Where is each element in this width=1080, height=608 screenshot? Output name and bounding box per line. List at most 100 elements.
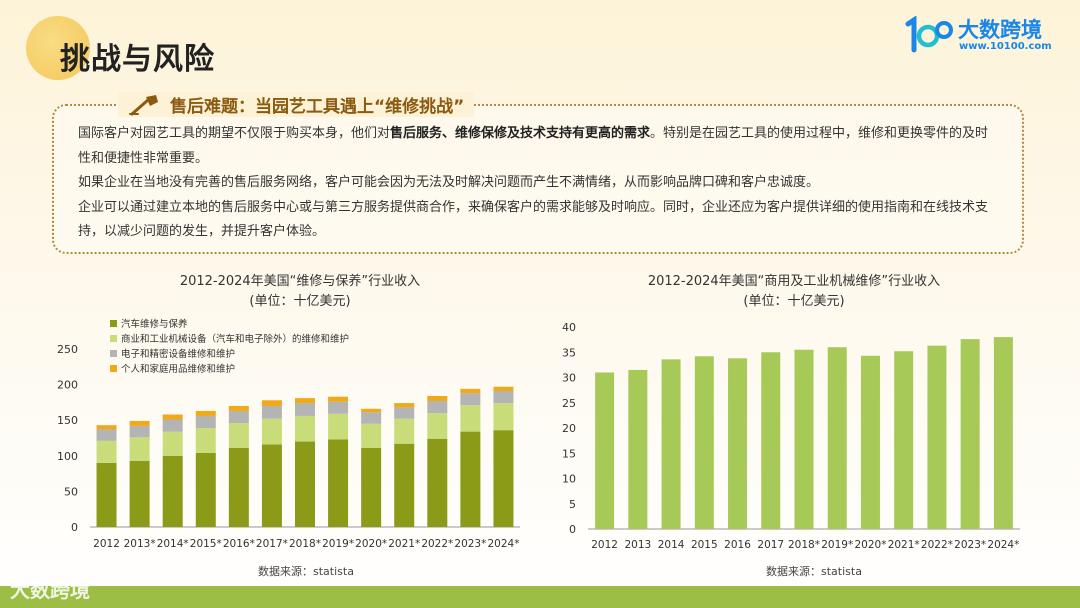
paragraph-1: 国际客户对园艺工具的期望不仅限于购买本身，他们对售后服务、维修保修及技术支持有更… — [78, 122, 998, 171]
x-tick-label: 2022* — [921, 539, 953, 551]
brand-logo[interactable]: 大数跨境 www.10100.com — [902, 14, 1052, 58]
x-tick-label: 2023* — [954, 539, 986, 551]
paragraph-2: 如果企业在当地没有完善的售后服务网络，客户可能会因为无法及时解决问题而产生不满情… — [78, 175, 820, 190]
bar-segment-series-0 — [493, 430, 514, 527]
x-tick-label: 2024* — [487, 538, 519, 550]
bar-segment-series-1 — [96, 440, 117, 463]
x-tick-label: 2013 — [624, 539, 651, 551]
bar-segment-series-2 — [129, 425, 150, 438]
bar-segment-series-1 — [328, 413, 349, 440]
bar-segment-series-1 — [460, 405, 481, 432]
x-tick-label: 2015* — [190, 538, 222, 550]
bar-segment-series-3 — [427, 395, 448, 401]
logo-url: www.10100.com — [959, 41, 1052, 52]
paragraph-3: 企业可以通过建立本地的售后服务中心或与第三方服务提供商合作，来确保客户的需求能够… — [78, 199, 989, 240]
bar-segment-series-1 — [162, 431, 183, 456]
bar-segment-series-1 — [195, 428, 216, 453]
bar-segment-series-0 — [295, 441, 315, 527]
bar-segment-series-2 — [228, 410, 249, 424]
p1-text-a: 国际客户对园艺工具的期望不仅限于购买本身，他们对 — [78, 126, 391, 141]
right-chart-title: 2012-2024年美国“商用及工业机械维修”行业收入 — [647, 274, 941, 289]
x-tick-label: 2020* — [854, 539, 886, 551]
p1-bold: 售后服务、维修保修及技术支持有更高的需求 — [390, 126, 651, 141]
bar-segment-series-0 — [195, 452, 216, 527]
bar-segment-series-2 — [295, 403, 315, 416]
bar-segment-series-3 — [261, 400, 282, 406]
bar-segment-series-3 — [162, 414, 183, 420]
bar-segment-series-0 — [129, 460, 150, 527]
y-tick-label: 20 — [562, 422, 576, 435]
10100-logo-icon — [905, 16, 953, 53]
bar-segment-series-0 — [394, 443, 415, 527]
bar — [761, 352, 781, 529]
bar-segment-series-2 — [427, 400, 448, 414]
bar-segment-series-3 — [493, 386, 514, 392]
left-chart-source: 数据来源：statista — [258, 565, 354, 578]
bar-segment-series-1 — [361, 423, 382, 448]
legend-swatch — [110, 365, 117, 372]
bar-segment-series-3 — [195, 410, 216, 416]
logo-brand-name: 大数跨境 — [958, 18, 1042, 42]
x-tick-label: 2017 — [757, 539, 784, 551]
bar-segment-series-1 — [261, 418, 282, 445]
bar-segment-series-1 — [427, 413, 448, 439]
bar-segment-series-0 — [162, 455, 183, 527]
bar — [827, 347, 847, 529]
x-tick-label: 2014* — [157, 538, 189, 550]
right-chart-title-block: 2012-2024年美国“商用及工业机械维修”行业收入 (单位：十亿美元) — [594, 272, 994, 312]
bar-segment-series-2 — [394, 407, 415, 419]
y-tick-label: 25 — [562, 397, 576, 410]
y-tick-label: 15 — [562, 447, 576, 460]
y-tick-label: 50 — [64, 485, 78, 498]
x-tick-label: 2019* — [821, 539, 853, 551]
x-tick-label: 2017* — [256, 538, 288, 550]
bar — [927, 345, 947, 529]
left-chart-title-block: 2012-2024年美国“维修与保养”行业收入 (单位：十亿美元) — [110, 272, 490, 312]
page-title: 挑战与风险 — [60, 42, 215, 77]
x-tick-label: 2018* — [289, 538, 321, 550]
bar-segment-series-0 — [361, 447, 382, 527]
bar-segment-series-0 — [96, 462, 117, 527]
x-tick-label: 2013* — [124, 538, 156, 550]
bar — [694, 356, 714, 529]
bar — [661, 359, 681, 529]
bar — [628, 369, 648, 529]
x-tick-label: 2012 — [591, 539, 618, 551]
bar-segment-series-3 — [129, 420, 150, 426]
shovel-icon — [129, 94, 158, 115]
section-heading: 售后难题：当园艺工具遇上“维修挑战” — [118, 92, 475, 117]
footer-band — [0, 586, 1080, 608]
bar-segment-series-3 — [295, 398, 315, 404]
right-chart-source: 数据来源：statista — [766, 565, 862, 578]
x-tick-label: 2018* — [788, 539, 820, 551]
bar-segment-series-2 — [460, 393, 481, 406]
y-tick-label: 10 — [562, 473, 576, 486]
bar-segment-series-2 — [96, 429, 117, 441]
bar — [960, 339, 980, 529]
watermark-text: 大数跨境 — [10, 578, 90, 602]
left-chart-subtitle: (单位：十亿美元) — [249, 294, 351, 309]
x-tick-label: 2021* — [388, 538, 420, 550]
y-tick-label: 40 — [562, 321, 576, 334]
bar-segment-series-0 — [328, 439, 349, 527]
bar-segment-series-1 — [295, 415, 315, 442]
x-tick-label: 2015 — [691, 539, 718, 551]
x-tick-label: 2023* — [454, 538, 486, 550]
bar-segment-series-1 — [493, 403, 514, 431]
left-chart-title: 2012-2024年美国“维修与保养”行业收入 — [179, 274, 421, 289]
y-tick-label: 100 — [57, 450, 78, 463]
bar-segment-series-3 — [361, 408, 382, 413]
bar-segment-series-2 — [162, 419, 183, 432]
bar-segment-series-3 — [460, 388, 481, 394]
legend-label: 商业和工业机械设备（汽车和电子除外）的维修和维护 — [121, 333, 349, 345]
bar-segment-series-1 — [228, 423, 249, 448]
x-tick-label: 2012 — [93, 538, 120, 550]
x-tick-label: 2014 — [658, 539, 685, 551]
legend-swatch — [110, 350, 117, 357]
bar-segment-series-2 — [493, 391, 514, 404]
bar-segment-series-0 — [460, 431, 481, 527]
x-tick-label: 2016* — [223, 538, 255, 550]
bar-segment-series-2 — [328, 401, 349, 414]
